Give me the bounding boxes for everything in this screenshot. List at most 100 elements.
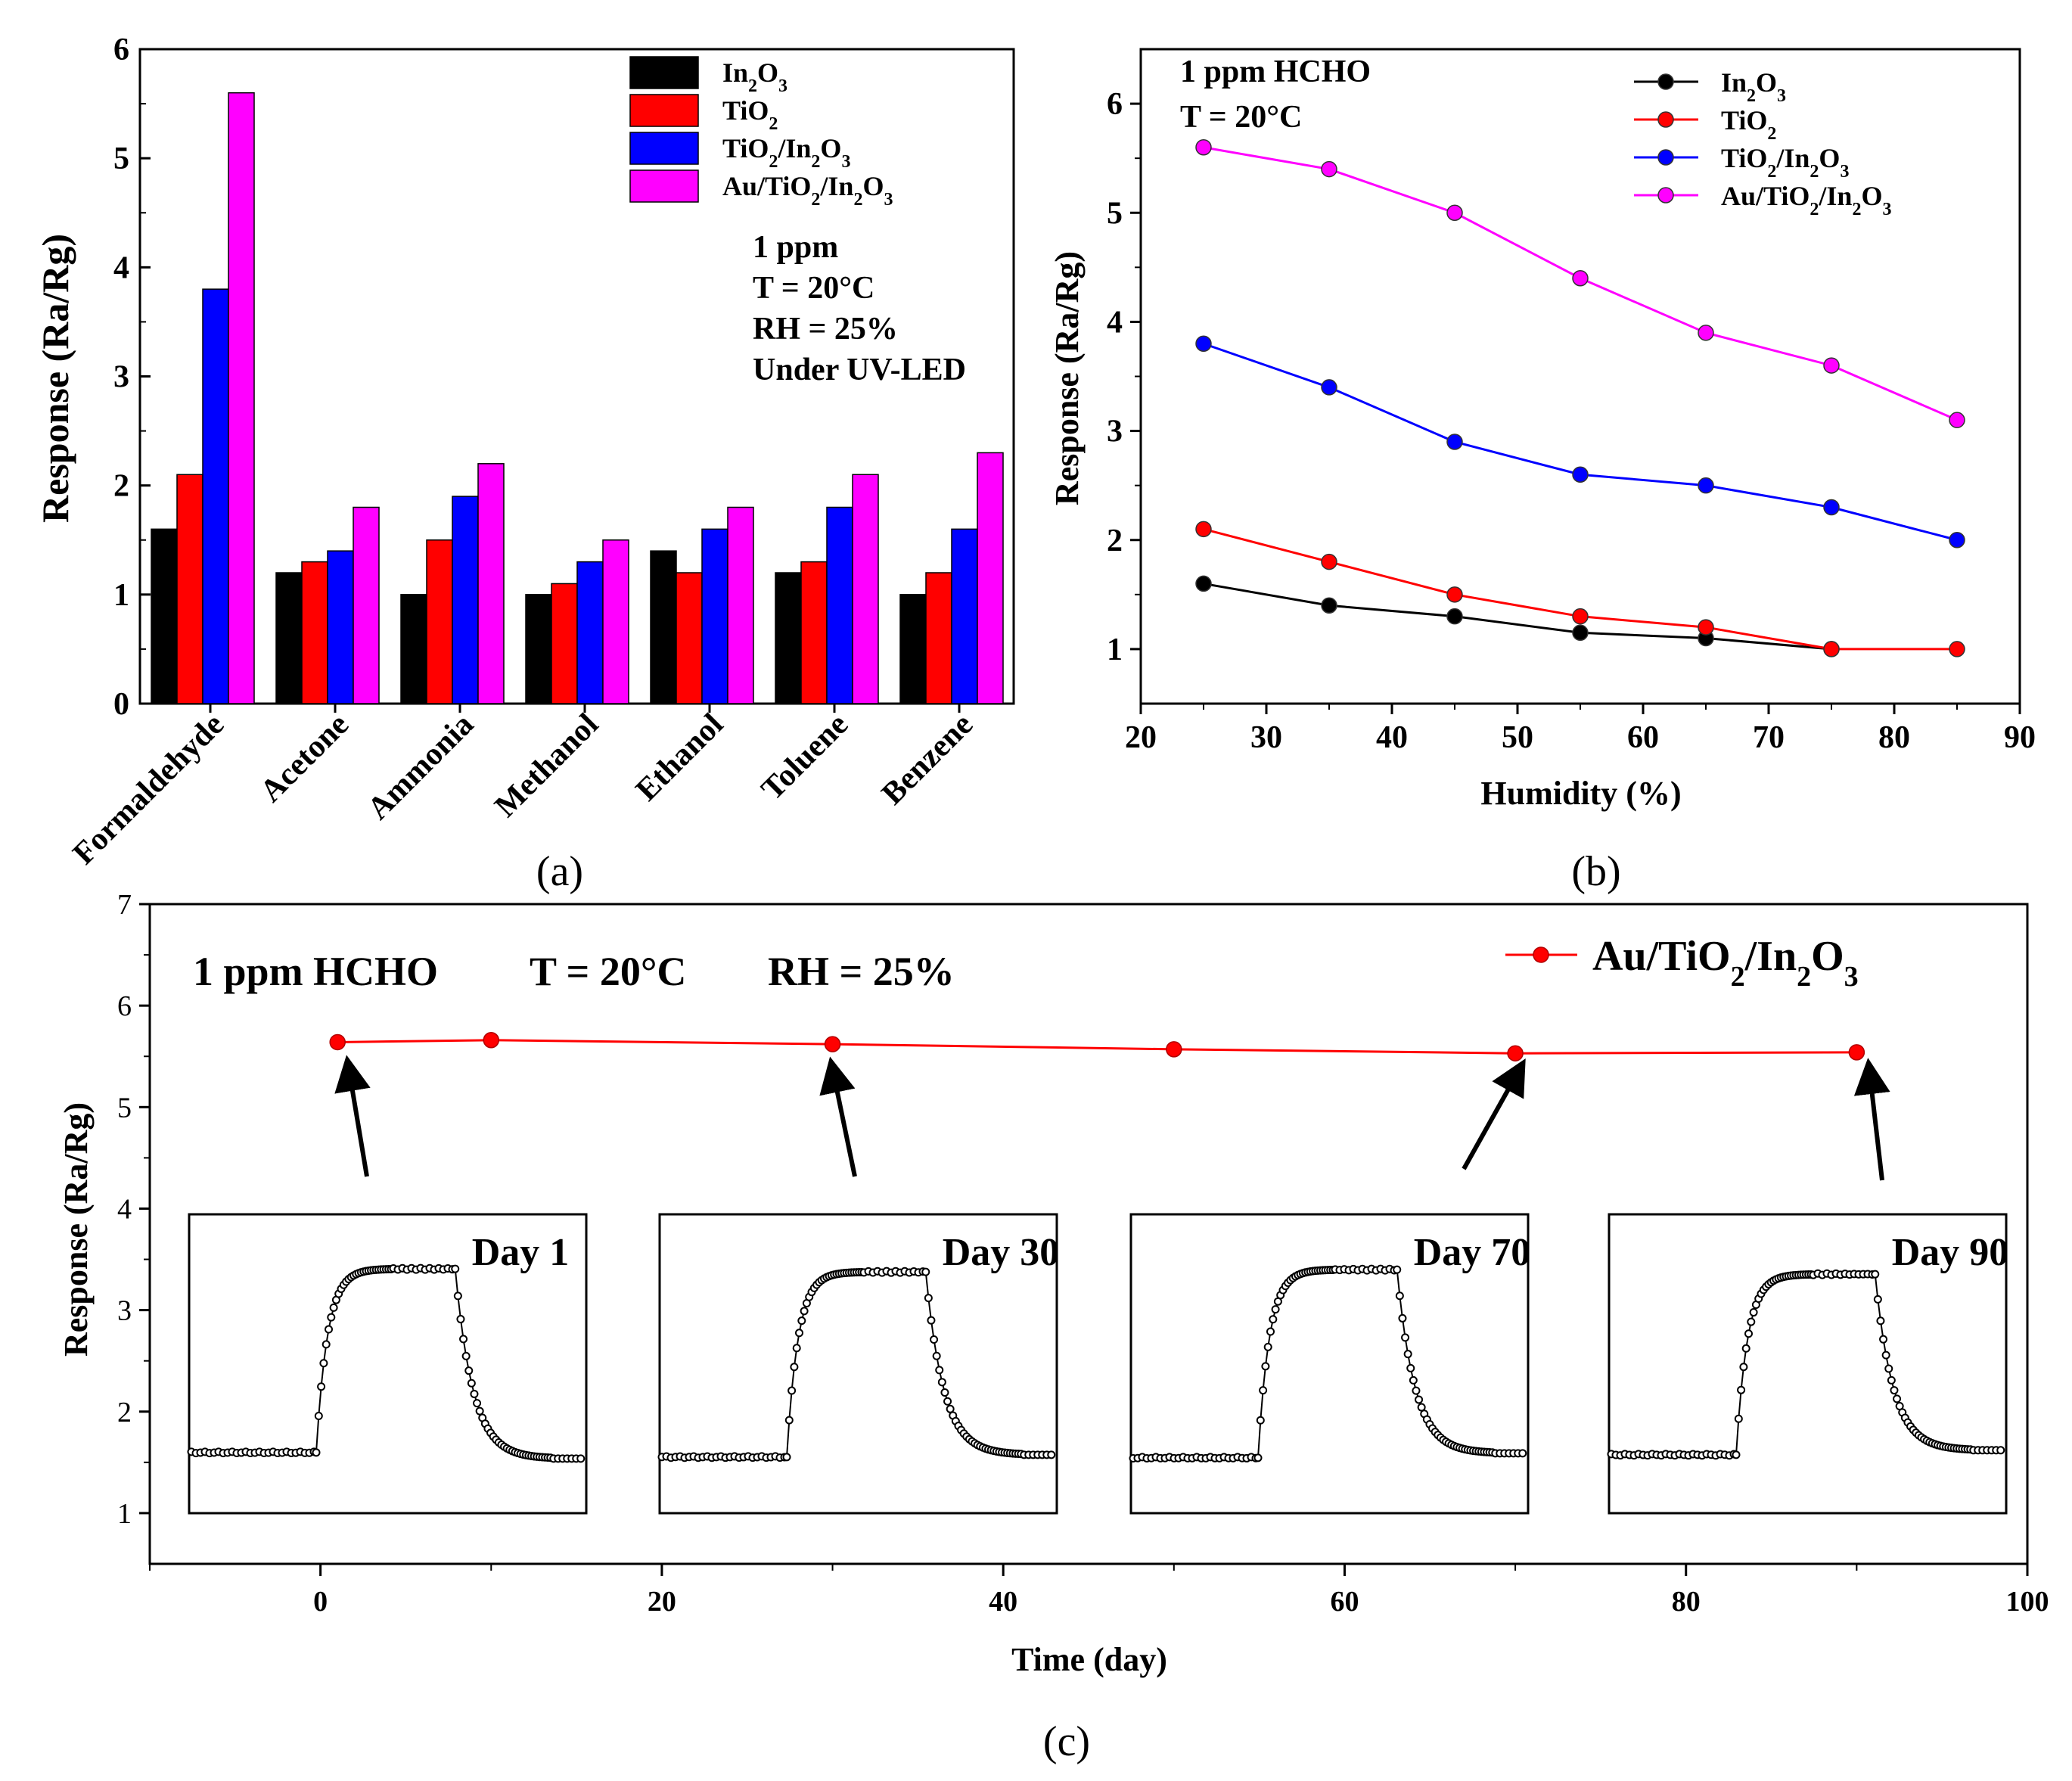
y-tick-label: 6 (1107, 87, 1123, 122)
inset-point (937, 1378, 946, 1387)
x-tick-label: Ammonia (361, 707, 480, 827)
inset-point (1890, 1386, 1899, 1395)
inset-point (932, 1351, 941, 1360)
legend-label: Au/TiO2/In2O3 (1721, 181, 1891, 219)
data-point-Au/TiO2/In2O3 (483, 1032, 500, 1049)
y-tick-label: 2 (117, 1397, 132, 1428)
panel-label: (c) (1043, 1718, 1090, 1765)
inset-frame (1129, 1213, 1530, 1515)
inset-point (322, 1340, 331, 1349)
y-axis-title: Response (Ra/Rg) (1048, 251, 1086, 505)
legend-marker (1533, 946, 1549, 963)
inset-point (1734, 1414, 1743, 1423)
y-tick-label: 5 (113, 141, 129, 176)
inset-point (470, 1389, 479, 1398)
data-point-TiO2/In2O3 (1195, 335, 1212, 352)
inset-point (930, 1335, 939, 1344)
inset-point (1401, 1333, 1410, 1342)
x-tick-label: 40 (1376, 720, 1408, 755)
bar-In2O3-Acetone (275, 572, 303, 704)
inset-point (475, 1406, 484, 1416)
inset-frame (658, 1213, 1058, 1515)
x-tick-label: 40 (989, 1586, 1017, 1618)
data-point-Au/TiO2/In2O3 (1949, 412, 1965, 428)
inset-label: Day 70 (1414, 1231, 1531, 1274)
inset-point (1271, 1305, 1280, 1314)
x-tick-label: Ethanol (629, 707, 730, 808)
bar-In2O3-Methanol (525, 594, 552, 704)
data-point-Au/TiO2/In2O3 (1166, 1041, 1182, 1058)
data-point-TiO2 (1446, 586, 1463, 603)
bar-TiO2/In2O3-Methanol (576, 561, 604, 704)
legend-label: TiO2 (1721, 105, 1776, 144)
x-tick-label: Toluene (755, 707, 855, 807)
inset-point (1417, 1403, 1426, 1412)
inset-label: Day 1 (472, 1231, 570, 1274)
inset-point (1732, 1450, 1741, 1459)
data-point-In2O3 (1572, 624, 1589, 642)
arrow-2 (819, 1056, 857, 1177)
legend-swatch-TiO2/In2O3 (629, 132, 699, 165)
data-point-TiO2/In2O3 (1949, 532, 1965, 549)
inset-point (473, 1399, 482, 1408)
inset-point (1269, 1315, 1278, 1324)
x-tick-label: 20 (648, 1586, 676, 1618)
x-tick-label: 70 (1753, 720, 1785, 755)
legend-marker-In2O3 (1657, 73, 1674, 90)
y-tick-label: 3 (117, 1295, 132, 1327)
bar-TiO2-Formaldehyde (176, 474, 203, 704)
inset-point (943, 1397, 952, 1406)
y-tick-label: 1 (1107, 633, 1123, 667)
inset-point (1744, 1329, 1753, 1338)
inset-frame (1608, 1213, 2008, 1515)
data-point-In2O3 (1446, 608, 1463, 625)
inset-1: Day 1 (187, 1213, 588, 1515)
bar-Au/TiO2/In2O3-Benzene (977, 452, 1004, 704)
series-line-In2O3 (1203, 582, 1832, 651)
y-tick-label: 7 (117, 889, 132, 921)
inset-label: Day 90 (1892, 1231, 2009, 1274)
panel-a-bar-chart: 0 1 2 3 4 5 6 Formaldehyde Acetone Ammonia Methano… (34, 33, 1015, 895)
data-point-Au/TiO2/In2O3 (329, 1033, 346, 1051)
inset-point (317, 1382, 326, 1391)
inset-point (1749, 1308, 1758, 1317)
bar-In2O3-Ethanol (650, 550, 677, 704)
bar-In2O3-Formaldehyde (151, 528, 178, 704)
inset-point (800, 1307, 809, 1316)
legend-label: TiO2 (722, 95, 778, 134)
data-point-Au/TiO2/In2O3 (824, 1036, 841, 1052)
bar-TiO2/In2O3-Ammonia (452, 496, 479, 704)
y-tick-label: 2 (113, 469, 129, 504)
inset-point (467, 1378, 476, 1388)
bar-TiO2-Methanol (551, 583, 578, 704)
data-point-TiO2 (1195, 521, 1212, 538)
data-point-Au/TiO2/In2O3 (1823, 357, 1840, 374)
data-point-In2O3 (1195, 575, 1212, 592)
y-tick-label: 4 (117, 1193, 132, 1225)
inset-point (1873, 1295, 1882, 1304)
data-point-TiO2/In2O3 (1446, 434, 1463, 450)
bar-Au/TiO2/In2O3-Methanol (602, 539, 629, 704)
inset-point (312, 1448, 321, 1457)
data-point-TiO2 (1823, 641, 1840, 657)
y-tick-label: 1 (117, 1498, 132, 1530)
annotation: T = 20°C (1180, 100, 1302, 135)
bar-TiO2/In2O3-Benzene (951, 528, 978, 704)
annotation: Under UV-LED (753, 353, 966, 387)
y-tick-label: 3 (1107, 415, 1123, 449)
y-axis-title: Response (Ra/Rg) (34, 234, 76, 523)
inset-point (795, 1329, 803, 1338)
legend-label: TiO2/In2O3 (1721, 143, 1849, 182)
x-tick-label: 60 (1330, 1586, 1359, 1618)
bar-TiO2/In2O3-Formaldehyde (202, 288, 229, 704)
x-tick-label: 30 (1250, 720, 1282, 755)
data-point-Au/TiO2/In2O3 (1507, 1045, 1524, 1061)
inset-label: Day 30 (943, 1231, 1060, 1274)
bar-Au/TiO2/In2O3-Toluene (852, 474, 879, 704)
inset-point (1747, 1317, 1756, 1326)
x-tick-label: 60 (1627, 720, 1659, 755)
y-tick-label: 5 (117, 1092, 132, 1124)
data-point-TiO2/In2O3 (1321, 379, 1337, 396)
inset-point (1739, 1363, 1748, 1372)
